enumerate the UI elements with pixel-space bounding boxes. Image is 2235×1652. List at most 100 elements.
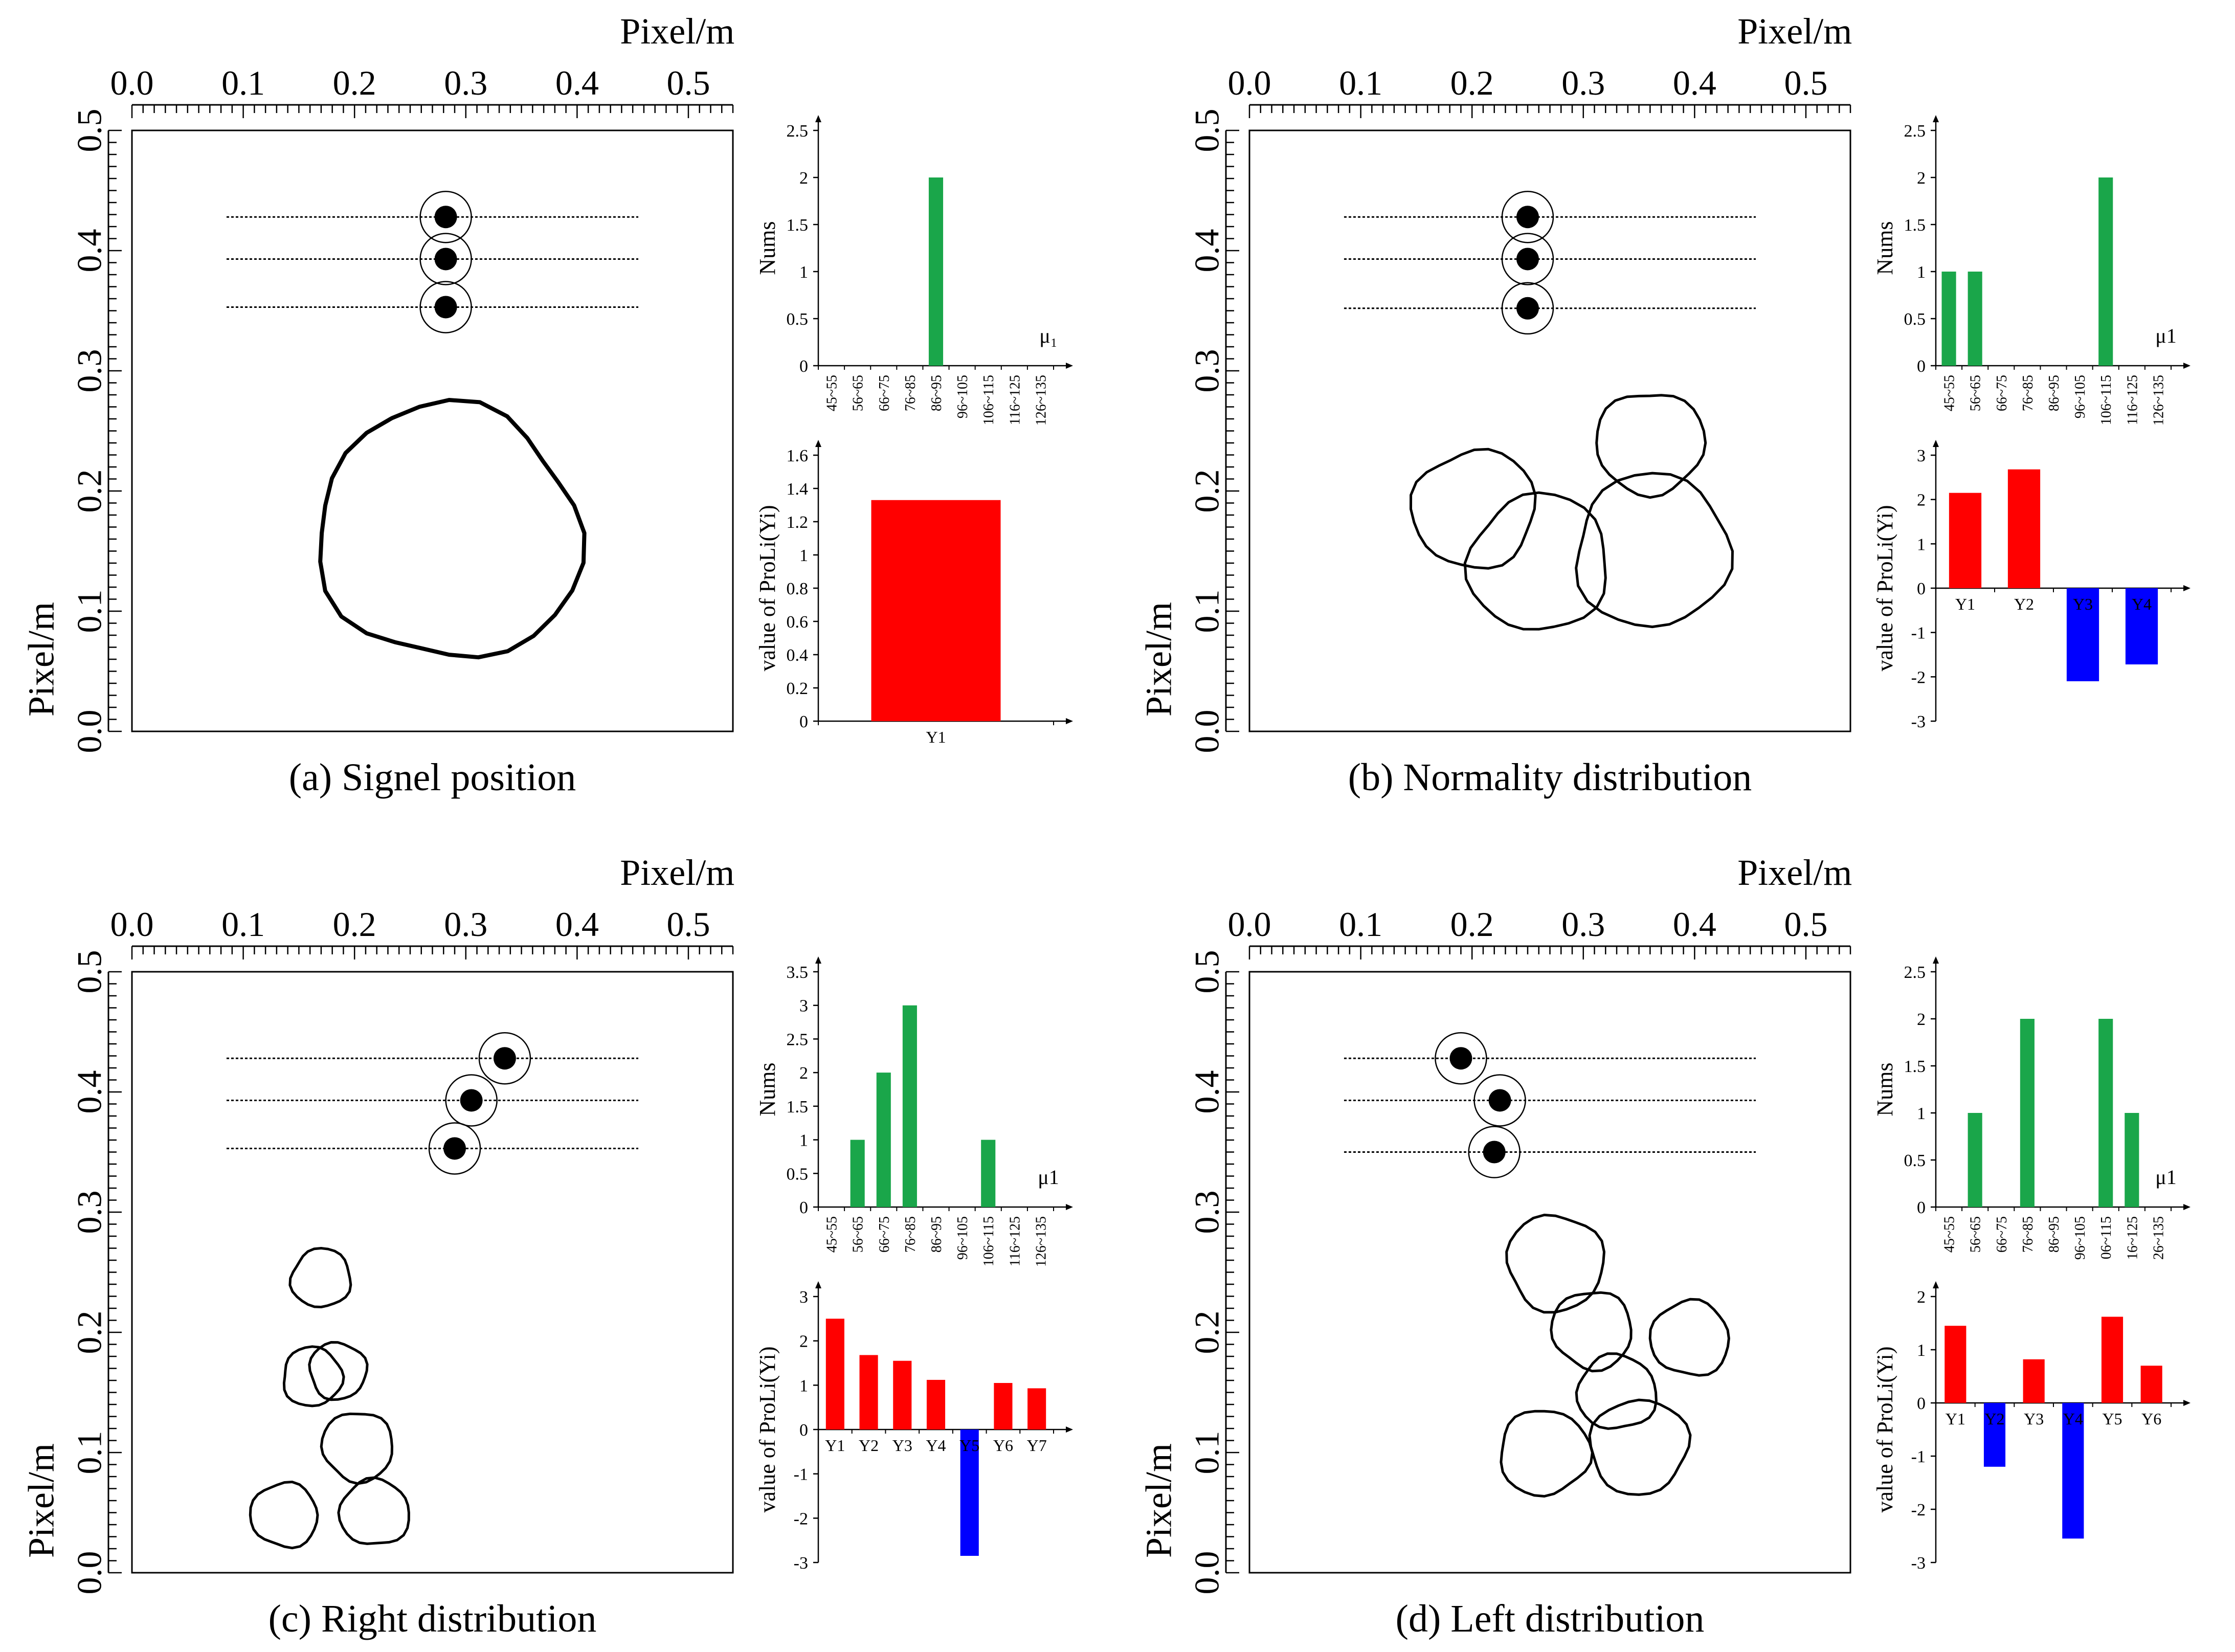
- panel-a-hist-x-arrow: [1066, 363, 1073, 369]
- panel-c-hist-y-tick-label: 1: [799, 1131, 808, 1150]
- panel-c-hist-y-tick-label: 2.5: [787, 1030, 809, 1049]
- panel-d-hist-x-arrow: [2183, 1204, 2191, 1210]
- panel-a-hist-y-tick-label: 2: [799, 169, 808, 188]
- panel-c-hist-category-label: 126~135: [1033, 1216, 1049, 1267]
- panel-d-prob-y-arrow: [1933, 1281, 1939, 1288]
- panel-c-y-tick-label: 0.1: [70, 1431, 109, 1475]
- panel-a-signal-ring-2: [419, 233, 472, 285]
- panel-b-hist-y-tick-label: 0: [1917, 357, 1926, 376]
- panel-b-prob-bar-Y4: [2125, 588, 2158, 665]
- panel-c-signal-dot-2: [460, 1089, 483, 1112]
- panel-a-prob-y-tick-label: 1: [799, 546, 808, 565]
- panel-c-hist-y-tick-label: 0: [799, 1198, 808, 1217]
- panel-a-prob-y-tick-label: 0.4: [787, 646, 809, 665]
- panel-b-prob-y-label: value of ProLi(Yi): [1872, 505, 1897, 671]
- panel-d-signal-ring-2: [1473, 1074, 1526, 1127]
- panel-d-prob-y-tick-label: -1: [1911, 1447, 1926, 1466]
- panel-c-hist-y-label: Nums: [755, 1062, 780, 1116]
- panel-b-signal-dot-2: [1516, 248, 1539, 271]
- panel-d-hist-category-label: 96~105: [2072, 1216, 2088, 1260]
- panel-d-caption: (d) Left distribution: [1396, 1597, 1705, 1640]
- panel-a-prob-y-tick-label: 0: [799, 712, 808, 731]
- panel-b-caption: (b) Normality distribution: [1348, 756, 1752, 799]
- panel-d-x-tick-label: 0.3: [1561, 905, 1605, 944]
- panel-c-hist-bar-106~115: [981, 1140, 996, 1207]
- panel-a-y-tick-label: 0.4: [70, 229, 109, 273]
- panel-d-particle-4: [1575, 1352, 1658, 1430]
- panel-a-hist-category-label: 126~135: [1033, 375, 1049, 426]
- panel-d-particle-2: [1550, 1291, 1633, 1373]
- panel-a-signal-ring-3: [419, 281, 472, 333]
- panel-d-particle-5: [1500, 1410, 1594, 1498]
- panel-d-y-tick-label: 0.1: [1188, 1431, 1226, 1475]
- panel-d-particle-1: [1505, 1214, 1605, 1314]
- panel-d-prob-y-tick-label: -2: [1911, 1501, 1926, 1520]
- panel-d-x-tick-label: 0.2: [1450, 905, 1494, 944]
- panel-a-hist-y-label: Nums: [755, 221, 780, 275]
- panel-d-hist-category-label: 76~85: [2020, 1216, 2036, 1253]
- panel-b-prob-bar-Y3: [2066, 588, 2099, 681]
- panel-c-y-tick-label: 0.3: [70, 1191, 109, 1234]
- panel-a-hist-category-label: 66~75: [877, 375, 892, 411]
- panel-a-y-tick-label: 0.5: [70, 109, 109, 152]
- panel-c-prob-bar-Y2: [859, 1355, 878, 1430]
- panel-b-hist-y-tick-label: 1: [1917, 263, 1926, 282]
- panel-d-prob-y-tick-label: 0: [1917, 1394, 1926, 1413]
- panel-a-y-tick-label: 0.3: [70, 349, 109, 393]
- panel-d-hist-y-tick-label: 1: [1917, 1104, 1926, 1123]
- panel-c-prob-y-tick-label: -1: [794, 1465, 808, 1484]
- panel-a-caption: (a) Signel position: [289, 756, 576, 799]
- panel-c-y-tick-label: 0.2: [70, 1311, 109, 1354]
- panel-b-x-tick-label: 0.3: [1561, 63, 1605, 102]
- panel-b-hist-bar-45~55: [1941, 272, 1956, 366]
- panel-d-hist-category-label: 06~115: [2098, 1216, 2114, 1259]
- panel-c-hist-y-arrow: [815, 956, 821, 964]
- panel-a-hist-y-tick-label: 2.5: [787, 122, 809, 141]
- panel-d-hist-chart: 0 0.5 1 1.5 2 2.5 45~55 56~65 66~75 76~85 86~95 96~…: [1872, 956, 2191, 1260]
- panel-b-y-tick-label: 0.0: [1188, 710, 1226, 753]
- panel-b-particle-2: [1410, 448, 1537, 570]
- panel-c-x-tick-label: 0.0: [110, 905, 154, 944]
- panel-a-hist-y-tick-label: 0: [799, 357, 808, 376]
- panel-b-hist-y-tick-label: 1.5: [1904, 216, 1926, 235]
- panel-b-x-tick-label: 0.4: [1673, 63, 1716, 102]
- panel-b-hist-category-label: 116~125: [2125, 375, 2140, 425]
- panel-c-x-tick-label: 0.1: [221, 905, 265, 944]
- panel-a-particle-1: [318, 398, 587, 660]
- panel-c-prob-y-tick-label: -2: [794, 1509, 808, 1528]
- panel-c-particle-4: [320, 1412, 393, 1485]
- panel-c-hist-y-tick-label: 0.5: [787, 1165, 809, 1184]
- panel-c-prob-x-arrow: [1066, 1426, 1073, 1433]
- panel-b-prob-y-tick-label: 1: [1917, 535, 1926, 554]
- panel-b-particle-3: [1463, 491, 1607, 631]
- panel-d-hist-category-label: 45~55: [1942, 1216, 1958, 1253]
- panel-b-signal-dot-3: [1516, 297, 1539, 320]
- panel-d-hist-bar-76~85: [2020, 1019, 2035, 1207]
- panel-c-hist-category-label: 56~65: [851, 1216, 866, 1253]
- panel-c-x-tick-label: 0.3: [444, 905, 487, 944]
- panel-c-hist-y-tick-label: 3: [799, 997, 808, 1016]
- panel-b-hist-category-label: 106~115: [2098, 375, 2114, 425]
- panel-b-hist-y-tick-label: 2.5: [1904, 122, 1926, 141]
- panel-c-prob-y-tick-label: 0: [799, 1421, 808, 1440]
- panel-b-y-tick-label: 0.1: [1188, 590, 1226, 633]
- panel-c-prob-category-label: Y2: [859, 1436, 879, 1455]
- panel-a-hist-y-tick-label: 1: [799, 263, 808, 282]
- panel-b-prob-category-label: Y3: [2073, 595, 2093, 613]
- panel-a-prob-y-arrow: [815, 440, 821, 447]
- panel-c-prob-y-tick-label: 1: [799, 1376, 808, 1395]
- panel-d-hist-x-label: μ1: [2155, 1166, 2176, 1189]
- panel-b-hist-category-label: 45~55: [1942, 375, 1958, 411]
- panel-c-particle-6: [337, 1476, 410, 1545]
- panel-d-map-frame: [1248, 971, 1851, 1574]
- panel-a-hist-category-label: 116~125: [1007, 375, 1023, 425]
- panel-a-hist-category-label: 56~65: [851, 375, 866, 411]
- panel-b-prob-category-label: Y2: [2014, 595, 2034, 613]
- panel-d-hist-category-label: 56~65: [1968, 1216, 1984, 1253]
- panel-b-hist-category-label: 96~105: [2072, 375, 2088, 418]
- panel-a-map-frame: [131, 129, 734, 732]
- panel-c-map: 0.0 0.1 0.2 0.3 0.4 0.5Pixel/m0.00.10.20.30.4…: [21, 852, 735, 1640]
- panel-a-prob-y-tick-label: 0.2: [787, 679, 809, 698]
- panel-d-y-tick-label: 0.2: [1188, 1311, 1226, 1354]
- panel-c-hist-chart: 0 0.5 1 1.5 2 2.5 3 3.5 45~55 56~65 66~75 76~85 86~9…: [755, 956, 1073, 1267]
